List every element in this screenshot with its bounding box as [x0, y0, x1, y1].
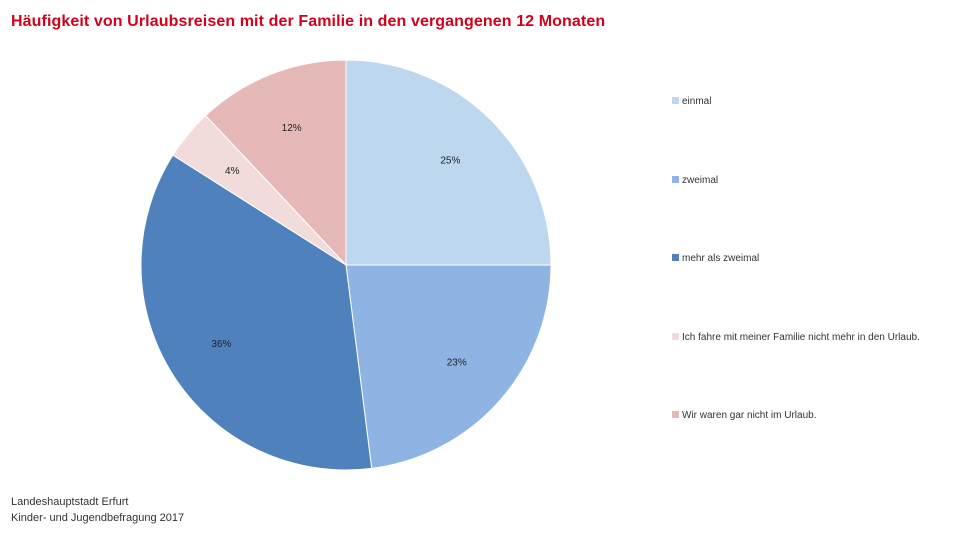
legend-label: einmal	[682, 96, 712, 107]
pie-slice-1	[345, 59, 552, 266]
pie-data-label-1: 25%	[440, 156, 460, 167]
pie-slice-5	[204, 59, 347, 267]
legend-swatch	[672, 411, 679, 418]
source-line-survey: Kinder- und Jugendbefragung 2017	[11, 512, 185, 524]
legend-swatch	[672, 97, 679, 104]
legend-label: Ich fahre mit meiner Familie nicht mehr …	[682, 332, 920, 343]
pie-slices	[140, 59, 552, 471]
source-line-organization: Landeshauptstadt Erfurt	[11, 496, 129, 508]
legend-swatch	[672, 333, 679, 340]
legend-swatch	[672, 254, 679, 261]
legend-swatch	[672, 176, 679, 183]
pie-data-label-5: 12%	[282, 123, 302, 134]
pie-data-labels: 25% 23% 36% 4% 12%	[211, 123, 466, 369]
legend-item-2: zweimal	[672, 173, 932, 188]
legend-item-5: Wir waren gar nicht im Urlaub.	[672, 408, 932, 423]
source-note: Landeshauptstadt Erfurt Kinder- und Juge…	[11, 494, 184, 526]
pie-data-label-3: 36%	[211, 339, 231, 350]
legend-item-4: Ich fahre mit meiner Familie nicht mehr …	[672, 330, 932, 345]
pie-data-label-2: 23%	[447, 358, 467, 369]
legend-label: mehr als zweimal	[682, 253, 760, 264]
pie-slice-3	[140, 154, 373, 471]
legend-label: zweimal	[682, 175, 719, 186]
legend-label: Wir waren gar nicht im Urlaub.	[682, 410, 817, 421]
pie-slice-2	[345, 264, 552, 469]
pie-data-label-4: 4%	[225, 166, 240, 177]
chart-title: Häufigkeit von Urlaubsreisen mit der Fam…	[11, 13, 606, 30]
legend-item-1: einmal	[672, 94, 932, 109]
legend-item-3: mehr als zweimal	[672, 251, 932, 266]
